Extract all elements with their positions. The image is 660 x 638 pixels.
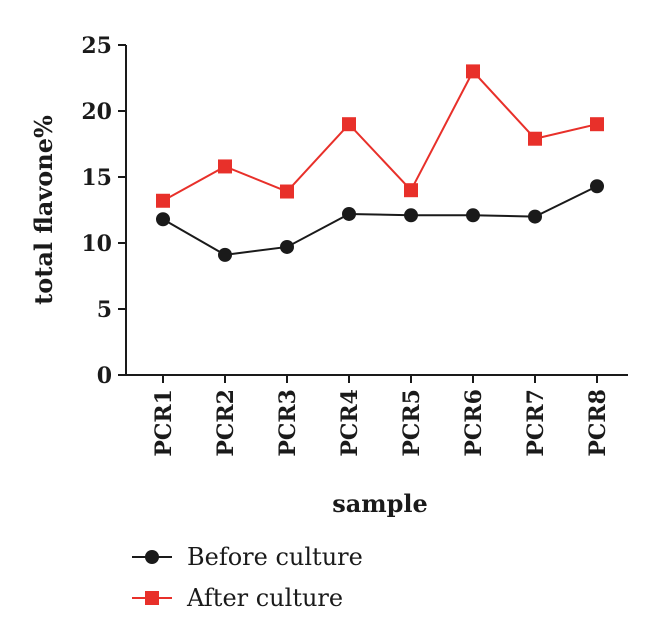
data-point-circle: [404, 208, 418, 223]
x-tick-label: PCR7: [523, 389, 549, 457]
series-line: [162, 69, 598, 202]
legend: Before culture After culture: [132, 543, 363, 612]
legend-marker-circle: [145, 550, 159, 564]
data-point-circle: [218, 247, 232, 262]
legend-item: Before culture: [132, 543, 363, 571]
y-axis-title: total flavone%: [29, 115, 58, 305]
y-tick-label: 5: [97, 297, 112, 323]
y-tick-label: 10: [81, 231, 112, 257]
data-point-square: [590, 117, 604, 132]
data-point-circle: [156, 212, 170, 227]
x-tick-label: PCR5: [399, 389, 425, 457]
data-point-square: [280, 184, 294, 199]
data-point-square: [404, 183, 418, 198]
y-tick-label: 25: [81, 33, 112, 59]
legend-label: After culture: [186, 584, 343, 612]
data-point-square: [342, 117, 356, 132]
x-tick-label: PCR1: [151, 389, 177, 457]
legend-label: Before culture: [187, 543, 363, 571]
y-tick-label: 20: [81, 99, 112, 125]
data-point-circle: [280, 239, 294, 254]
data-point-circle: [342, 206, 356, 221]
data-point-square: [218, 159, 232, 174]
series-2: [156, 64, 604, 208]
data-point-circle: [528, 209, 542, 224]
x-axis-title: sample: [332, 489, 428, 518]
data-point-square: [156, 193, 170, 208]
x-tick-label: PCR3: [275, 389, 301, 457]
x-tick-label: PCR6: [461, 389, 487, 457]
series-line: [162, 185, 598, 256]
x-tick-label: PCR8: [585, 389, 611, 457]
series-1: [156, 179, 604, 262]
legend-item: After culture: [132, 584, 343, 612]
y-tick-label: 15: [81, 165, 112, 191]
data-point-square: [528, 131, 542, 146]
y-tick-label: 0: [97, 363, 112, 389]
data-point-circle: [466, 208, 480, 223]
data-point-circle: [590, 179, 604, 194]
x-tick-label: PCR4: [337, 389, 363, 457]
series-layer: [156, 64, 604, 262]
x-tick-label: PCR2: [213, 389, 239, 457]
legend-marker-square: [145, 591, 159, 605]
data-point-square: [466, 64, 480, 79]
axes: 0 5 10 15 20 25 PCR1 PCR2 PCR3 PCR4 PCR5 PCR6 PCR7 PC…: [81, 33, 628, 457]
